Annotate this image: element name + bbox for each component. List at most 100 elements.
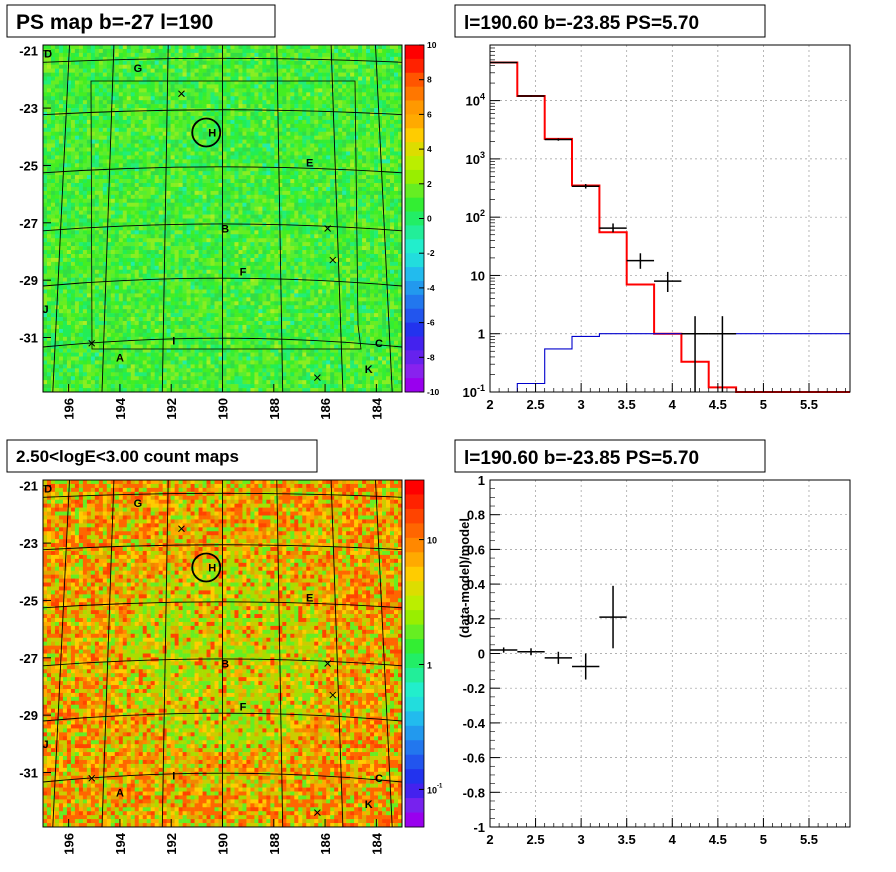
colorbar: 10 8 6 4 2 0 -2 -4 -6 -8 -10 [404,40,440,397]
residual-point [599,585,627,649]
source-label-i: I [172,770,175,782]
coordinate-grid [42,44,403,393]
colorbar-segment [405,653,424,669]
source-label-g: G [134,498,143,510]
y-tick-label: 0.8 [467,508,485,523]
candidate-cross-marker [88,774,96,782]
grid-longitude-line [276,44,284,393]
x-tick-label: 192 [164,398,179,420]
y-tick-label: -0.6 [463,751,485,766]
x-tick-label: 4.5 [709,832,727,847]
grid-longitude-line [375,44,393,393]
colorbar-segment [405,45,424,60]
x-tick-label: 190 [216,398,231,420]
ps-map-title-box: PS map b=-27 l=190 [6,4,276,38]
model-total-histogram [490,61,850,393]
y-tick-label: 102 [466,208,485,225]
y-tick-label: -23 [19,536,38,551]
ps-map-title: PS map b=-27 l=190 [16,11,213,34]
source-label-c: C [375,338,383,350]
grid-longitude-line [161,479,169,828]
source-label-j: J [43,304,49,316]
colorbar-segment [405,754,424,770]
colorbar-tick-label: 4 [427,144,432,154]
y-tick-label: 0.4 [467,577,486,592]
colorbar-segment [405,280,424,296]
residual-grid [490,480,850,827]
x-tick-label: 5 [760,832,767,847]
x-tick-label: 188 [267,398,282,420]
candidate-cross-marker [178,90,185,98]
source-label-k: K [365,364,373,376]
colorbar-segment [405,769,424,785]
grid-longitude-line [52,44,70,393]
source-label-j: J [43,739,49,751]
source-label-b: B [221,659,229,671]
y-tick-label: -29 [19,708,38,723]
spectrum-title: l=190.60 b=-23.85 PS=5.70 [464,13,699,34]
colorbar-segment [405,142,424,157]
residual-point [572,653,600,680]
x-tick-label: 3.5 [618,832,636,847]
source-label-e: E [306,593,313,605]
y-tick-label: -21 [19,479,38,494]
y-tick-label: -25 [19,158,38,173]
colorbar-segment [405,322,424,337]
residual-point [490,647,518,653]
candidate-cross-marker [324,225,331,232]
source-label-a: A [116,353,124,365]
colorbar-tick-label: -10 [427,387,440,397]
grid-longitude-line [330,479,344,828]
y-tick-label: 10-1 [463,383,485,400]
heatmap-cells [43,45,403,393]
colorbar-segment [405,537,424,553]
x-tick-label: 3 [578,832,585,847]
x-tick-label: 3 [578,397,585,412]
residual-ylabel: (data-model)/model [457,518,472,638]
heatmap-cells [43,480,403,828]
colorbar-segment [405,239,424,254]
spectrum-frame [489,44,851,393]
source-label-d: D [44,49,52,61]
colorbar-tick-label: 10 [427,40,437,50]
candidate-cross-marker [178,525,185,533]
candidate-cross-marker [88,339,96,347]
source-label-c: C [375,773,383,785]
colorbar-segment [405,812,424,828]
model-background-histogram [490,333,850,393]
colorbar-segment [405,523,424,539]
grid-longitude-line [101,479,115,828]
y-tick-label: -31 [19,766,38,781]
y-tick-label: 0.2 [467,612,485,627]
colorbar-segment [405,378,424,393]
source-label-e: E [306,158,313,170]
colorbar-segment [405,552,424,568]
x-tick-label: 186 [318,833,333,855]
x-tick-label: 5.5 [800,397,818,412]
colorbar-tick-label: 10-1 [427,783,443,795]
source-label-i: I [172,335,175,347]
target-circle [191,552,222,583]
colorbar-segment [405,494,424,510]
y-tick-label: -0.8 [463,785,485,800]
residual-point [544,651,573,664]
residual-point [517,648,545,656]
colorbar-segment [405,798,424,813]
colorbar-segment [405,624,424,640]
colorbar-segment [405,350,424,365]
colorbar-segment [405,783,424,799]
data-point [572,184,600,189]
data-point [544,138,573,141]
y-tick-label: -31 [19,331,38,346]
target-circle [191,117,222,148]
data-point [599,223,627,233]
colorbar-tick-label: -8 [427,352,435,362]
data-point [490,61,518,64]
colorbar-segment [405,211,424,226]
source-label-h: H [208,562,216,574]
roi-box [90,80,362,350]
candidate-cross-marker [314,374,321,382]
data-point [626,253,655,269]
colorbar-tick-label: 8 [427,75,432,85]
